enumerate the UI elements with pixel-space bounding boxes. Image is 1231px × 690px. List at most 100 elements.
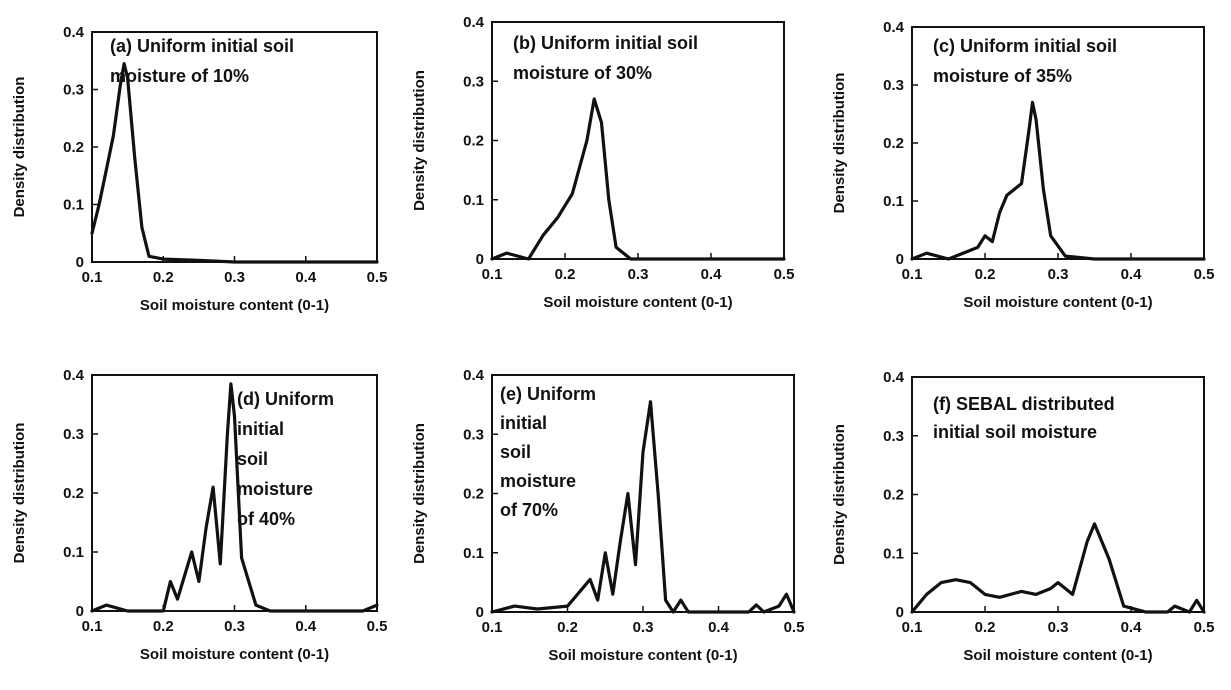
x-axis-label: Soil moisture content (0-1): [963, 294, 1152, 311]
y-tick-label: 0.2: [463, 133, 484, 150]
panel-annotation-line: moisture of 35%: [933, 66, 1072, 86]
y-tick-label: 0.3: [883, 77, 904, 94]
y-tick-label: 0.4: [883, 369, 905, 386]
x-tick-label: 0.4: [295, 618, 317, 635]
y-tick-label: 0.1: [883, 193, 904, 210]
x-tick-label: 0.5: [367, 269, 388, 286]
x-axis-label: Soil moisture content (0-1): [548, 647, 737, 664]
x-tick-label: 0.2: [975, 266, 996, 283]
y-tick-label: 0.2: [883, 135, 904, 152]
y-tick-label: 0: [476, 604, 484, 621]
density-curve: [490, 97, 786, 261]
y-tick-label: 0: [476, 251, 484, 268]
y-tick-label: 0.3: [463, 426, 484, 443]
x-tick-label: 0.4: [295, 269, 317, 286]
y-tick-label: 0.2: [883, 487, 904, 504]
x-tick-label: 0.1: [902, 266, 923, 283]
y-tick-label: 0.1: [463, 192, 484, 209]
panel-annotation-line: (f) SEBAL distributed: [933, 394, 1115, 414]
y-axis-label: Density distribution: [831, 73, 848, 214]
panel-annotation-line: (d) Uniform: [237, 389, 334, 409]
y-tick-label: 0.1: [883, 545, 904, 562]
plot-frame: [491, 21, 785, 260]
panel-annotation-line: initial: [500, 413, 547, 433]
y-tick-label: 0: [76, 254, 84, 271]
plot-frame: [911, 26, 1205, 260]
y-axis-label: Density distribution: [11, 77, 28, 218]
y-tick-label: 0.4: [463, 367, 485, 384]
y-tick-label: 0.3: [63, 82, 84, 99]
x-tick-label: 0.1: [482, 266, 503, 283]
y-tick-label: 0.4: [63, 24, 85, 41]
density-curve: [490, 400, 796, 614]
y-tick-label: 0.2: [63, 139, 84, 156]
x-tick-label: 0.3: [1048, 619, 1069, 636]
y-tick-label: 0.1: [63, 544, 84, 561]
y-tick-label: 0.4: [883, 19, 905, 36]
x-axis-label: Soil moisture content (0-1): [140, 646, 329, 663]
y-tick-label: 0.3: [63, 426, 84, 443]
panel-annotation-line: initial: [237, 419, 284, 439]
x-tick-label: 0.4: [1121, 266, 1143, 283]
density-curve: [90, 61, 379, 264]
y-axis-label: Density distribution: [11, 423, 28, 564]
x-tick-label: 0.3: [224, 618, 245, 635]
panel-annotation-line: (a) Uniform initial soil: [110, 36, 294, 56]
y-tick-label: 0: [76, 603, 84, 620]
x-tick-label: 0.2: [975, 619, 996, 636]
x-tick-label: 0.3: [1048, 266, 1069, 283]
x-tick-label: 0.5: [1194, 266, 1215, 283]
x-tick-label: 0.5: [367, 618, 388, 635]
x-tick-label: 0.5: [784, 619, 805, 636]
panel-annotation-line: of 70%: [500, 500, 558, 520]
y-tick-label: 0.2: [63, 485, 84, 502]
panel-annotation-line: moisture of 30%: [513, 63, 652, 83]
panel-annotation-line: (e) Uniform: [500, 384, 596, 404]
x-tick-label: 0.4: [1121, 619, 1143, 636]
panel-annotation-line: (c) Uniform initial soil: [933, 36, 1117, 56]
x-tick-label: 0.3: [633, 619, 654, 636]
x-tick-label: 0.3: [628, 266, 649, 283]
y-axis-label: Density distribution: [411, 70, 428, 211]
y-tick-label: 0.2: [463, 486, 484, 503]
x-axis-label: Soil moisture content (0-1): [140, 297, 329, 314]
x-axis-label: Soil moisture content (0-1): [963, 647, 1152, 664]
panel-annotation-line: moisture of 10%: [110, 66, 249, 86]
x-tick-label: 0.5: [774, 266, 795, 283]
panel-annotation-line: (b) Uniform initial soil: [513, 33, 698, 53]
x-tick-label: 0.3: [224, 269, 245, 286]
panel-annotation-line: of 40%: [237, 509, 295, 529]
x-tick-label: 0.4: [708, 619, 730, 636]
x-tick-label: 0.2: [153, 269, 174, 286]
x-tick-label: 0.4: [701, 266, 723, 283]
y-axis-label: Density distribution: [411, 423, 428, 564]
panel-annotation-line: initial soil moisture: [933, 422, 1097, 442]
panel-annotation-line: moisture: [500, 471, 576, 491]
x-tick-label: 0.1: [82, 618, 103, 635]
y-tick-label: 0: [896, 251, 904, 268]
density-curve: [910, 100, 1206, 261]
x-tick-label: 0.1: [82, 269, 103, 286]
x-tick-label: 0.2: [153, 618, 174, 635]
y-tick-label: 0: [896, 604, 904, 621]
panel-annotation-line: soil: [500, 442, 531, 462]
y-tick-label: 0.3: [463, 73, 484, 90]
y-tick-label: 0.1: [63, 197, 84, 214]
density-curve: [90, 382, 379, 613]
y-axis-label: Density distribution: [831, 424, 848, 565]
x-axis-label: Soil moisture content (0-1): [543, 294, 732, 311]
plot-frame: [491, 374, 795, 613]
x-tick-label: 0.1: [902, 619, 923, 636]
y-tick-label: 0.4: [463, 14, 485, 31]
x-tick-label: 0.5: [1194, 619, 1215, 636]
x-tick-label: 0.2: [557, 619, 578, 636]
density-curve: [910, 522, 1206, 614]
panel-annotation-line: soil: [237, 449, 268, 469]
panel-annotation-line: moisture: [237, 479, 313, 499]
